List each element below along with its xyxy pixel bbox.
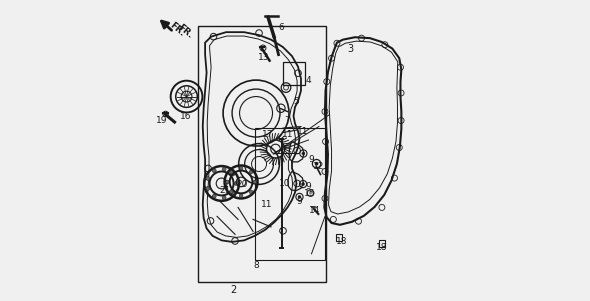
Text: FR.: FR. <box>176 23 194 40</box>
Text: 21: 21 <box>219 186 230 195</box>
Text: 20: 20 <box>236 181 248 189</box>
Circle shape <box>206 176 210 180</box>
Text: 19: 19 <box>156 116 168 125</box>
Circle shape <box>231 172 235 176</box>
Text: 13: 13 <box>258 53 269 62</box>
Text: 8: 8 <box>253 261 259 270</box>
Circle shape <box>253 180 257 184</box>
Circle shape <box>230 170 233 174</box>
Text: 9: 9 <box>309 155 314 164</box>
Bar <box>198 26 326 282</box>
Circle shape <box>298 195 301 198</box>
Text: 7: 7 <box>284 116 290 125</box>
Circle shape <box>222 167 226 171</box>
Text: 4: 4 <box>306 76 312 85</box>
Bar <box>379 240 385 247</box>
Text: 5: 5 <box>294 97 299 106</box>
Bar <box>254 128 325 260</box>
Text: 17: 17 <box>262 129 273 138</box>
Circle shape <box>212 194 216 198</box>
Text: 16: 16 <box>180 112 191 120</box>
Text: 12: 12 <box>313 163 325 172</box>
Text: 3: 3 <box>348 44 353 54</box>
Text: 6: 6 <box>278 23 284 32</box>
Text: 10: 10 <box>278 179 290 188</box>
Circle shape <box>309 191 312 194</box>
Circle shape <box>301 183 304 185</box>
Circle shape <box>230 190 233 194</box>
Text: 18: 18 <box>336 237 347 247</box>
Circle shape <box>225 180 229 184</box>
Text: FR.: FR. <box>168 20 186 38</box>
Circle shape <box>240 166 243 170</box>
Text: 2: 2 <box>231 285 237 295</box>
Text: 14: 14 <box>309 206 320 215</box>
Circle shape <box>249 170 253 174</box>
Circle shape <box>302 152 305 155</box>
Text: 15: 15 <box>304 189 315 198</box>
Text: 18: 18 <box>376 244 388 252</box>
Circle shape <box>234 182 238 185</box>
Text: 11: 11 <box>282 129 293 138</box>
Text: 11: 11 <box>297 126 308 135</box>
Text: 11: 11 <box>261 200 273 209</box>
Bar <box>283 62 306 85</box>
Text: 9: 9 <box>306 182 312 191</box>
Circle shape <box>240 194 243 197</box>
Circle shape <box>249 190 253 194</box>
Bar <box>336 234 342 241</box>
Circle shape <box>212 169 216 173</box>
Circle shape <box>231 191 235 195</box>
Circle shape <box>206 187 210 191</box>
Circle shape <box>222 196 226 200</box>
Text: 9: 9 <box>297 197 302 206</box>
Circle shape <box>315 162 319 166</box>
